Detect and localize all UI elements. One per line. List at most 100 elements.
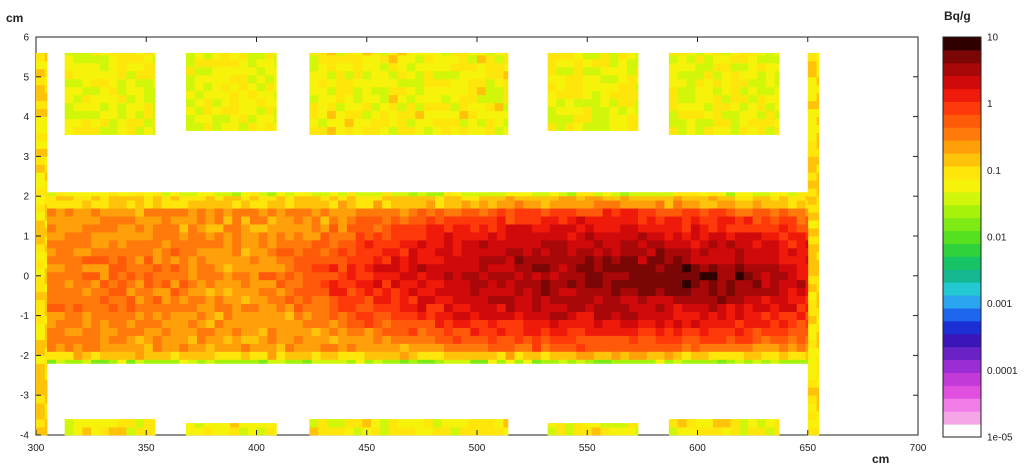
heatmap-cell: [338, 271, 348, 281]
heatmap-cell: [668, 102, 679, 112]
heatmap-cell: [417, 196, 427, 201]
y-tick-label: 5: [23, 72, 29, 83]
heatmap-cell: [232, 287, 242, 297]
heatmap-cell: [655, 208, 665, 217]
heatmap-cell: [485, 52, 496, 56]
heatmap-cell: [258, 279, 268, 289]
heatmap-cell: [611, 196, 621, 201]
heatmap-cell: [388, 94, 399, 104]
heatmap-cell: [388, 62, 399, 72]
heatmap-cell: [717, 255, 727, 265]
heatmap-cell: [699, 255, 709, 265]
heatmap-cell: [379, 419, 390, 428]
heatmap-cell: [609, 427, 619, 436]
heatmap-cell: [362, 78, 372, 88]
heatmap-cell: [765, 126, 776, 135]
heatmap-cell: [677, 419, 687, 428]
heatmap-cell: [796, 208, 806, 217]
heatmap-cell: [36, 204, 46, 213]
heatmap-cell: [494, 102, 504, 112]
heatmap-cell: [126, 271, 136, 281]
heatmap-cell: [91, 52, 101, 56]
heatmap-cell: [276, 239, 286, 249]
heatmap-cell: [144, 271, 154, 281]
heatmap-cell: [64, 62, 74, 72]
heatmap-cell: [488, 271, 498, 281]
heatmap-cell: [576, 279, 586, 289]
heatmap-cell: [646, 224, 656, 233]
heatmap-cell: [816, 403, 820, 412]
heatmap-cell: [126, 54, 136, 64]
heatmap-cell: [117, 247, 127, 257]
heatmap-cell: [558, 271, 568, 281]
heatmap-cell: [593, 335, 604, 344]
heatmap-cell: [230, 66, 240, 76]
heatmap-cell: [816, 116, 820, 125]
heatmap-cell: [626, 82, 637, 92]
heatmap-cell: [717, 295, 727, 305]
heatmap-cell: [540, 247, 551, 257]
heatmap-cell: [417, 247, 427, 257]
heatmap-cell: [748, 78, 758, 88]
heatmap-cell: [459, 52, 469, 56]
heatmap-cell: [99, 216, 110, 225]
heatmap-cell: [223, 335, 233, 344]
heatmap-cell: [629, 271, 639, 281]
heatmap-cell: [807, 411, 817, 420]
heatmap-cell: [556, 74, 566, 84]
heatmap-cell: [417, 351, 427, 360]
heatmap-cell: [488, 335, 498, 344]
heatmap-cell: [726, 303, 736, 313]
heatmap-cell: [629, 279, 639, 289]
heatmap-cell: [635, 423, 639, 428]
y-tick-label: -3: [20, 391, 29, 402]
heatmap-cell: [690, 192, 701, 197]
heatmap-cell: [593, 319, 604, 328]
heatmap-cell: [488, 295, 498, 305]
heatmap-cell: [311, 200, 321, 209]
heatmap-cell: [585, 271, 595, 281]
heatmap-cell: [302, 192, 313, 197]
heatmap-cell: [161, 216, 171, 225]
heatmap-cell: [620, 216, 630, 225]
heatmap-cell: [82, 271, 92, 281]
heatmap-cell: [637, 200, 648, 209]
heatmap-cell: [699, 200, 709, 209]
heatmap-cell: [611, 200, 621, 209]
heatmap-cell: [302, 311, 313, 320]
heatmap-cell: [770, 263, 780, 273]
heatmap-cell: [91, 118, 101, 127]
heatmap-cell: [549, 263, 559, 273]
heatmap-cell: [320, 200, 330, 209]
heatmap-cell: [241, 216, 251, 225]
heatmap-cell: [452, 327, 462, 336]
heatmap-cell: [468, 62, 478, 72]
heatmap-cell: [36, 355, 46, 364]
heatmap-cell: [382, 359, 392, 364]
heatmap-cell: [540, 263, 551, 273]
heatmap-cell: [646, 247, 656, 257]
heatmap-cell: [256, 98, 266, 108]
heatmap-cell: [816, 68, 820, 78]
heatmap-cell: [611, 279, 621, 289]
heatmap-cell: [91, 54, 101, 64]
heatmap-cell: [170, 279, 180, 289]
heatmap-cell: [807, 148, 817, 157]
colorbar-swatch: [943, 295, 981, 309]
heatmap-cell: [664, 224, 674, 233]
heatmap-cell: [441, 70, 451, 80]
heatmap-cell: [443, 319, 454, 328]
heatmap-cell: [441, 94, 451, 104]
heatmap-cell: [708, 295, 718, 305]
heatmap-cell: [805, 343, 809, 352]
heatmap-cell: [690, 208, 701, 217]
heatmap-cell: [179, 359, 189, 364]
heatmap-cell: [752, 351, 762, 360]
colorbar-swatch: [943, 166, 981, 180]
heatmap-cell: [602, 216, 612, 225]
heatmap-cell: [44, 267, 48, 277]
heatmap-cell: [238, 122, 249, 131]
heatmap-cell: [576, 263, 586, 273]
heatmap-cell: [479, 192, 489, 197]
